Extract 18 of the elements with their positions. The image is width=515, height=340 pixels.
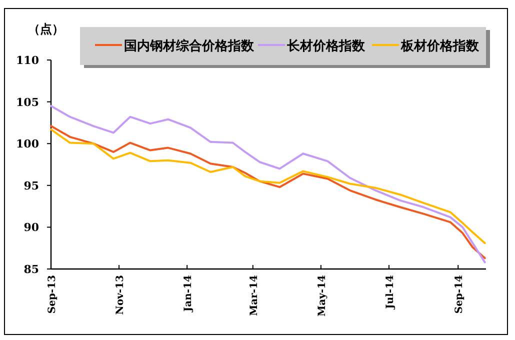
y-tick-label: 95 xyxy=(24,179,39,192)
x-tick-label: Jul-14 xyxy=(384,274,396,310)
legend-label: 板材价格指数 xyxy=(400,39,480,54)
x-tick-label: Mar-14 xyxy=(248,274,260,316)
x-tick-label: Sep-13 xyxy=(47,274,58,314)
x-tick-label: May-14 xyxy=(316,274,328,316)
y-tick-label: 100 xyxy=(16,138,40,151)
y-axis-title: （点） xyxy=(28,22,64,36)
y-tick-label: 105 xyxy=(16,96,39,109)
y-tick-label: 90 xyxy=(24,221,40,234)
y-tick-label: 110 xyxy=(16,54,40,67)
line-series xyxy=(50,104,486,264)
y-tick-label: 85 xyxy=(24,263,39,276)
x-tick-label: Jan-14 xyxy=(183,274,194,313)
x-tick-label: Sep-14 xyxy=(454,274,466,314)
x-tick-label: Nov-13 xyxy=(115,274,126,315)
legend-label: 国内钢材综合价格指数 xyxy=(124,38,255,54)
legend-label: 长材价格指数 xyxy=(286,39,366,54)
